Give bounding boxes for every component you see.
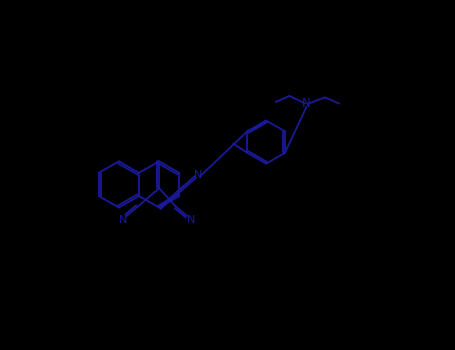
Text: N: N	[187, 215, 195, 225]
Text: N: N	[194, 170, 202, 180]
Text: N: N	[302, 97, 311, 110]
Text: N: N	[119, 215, 127, 225]
